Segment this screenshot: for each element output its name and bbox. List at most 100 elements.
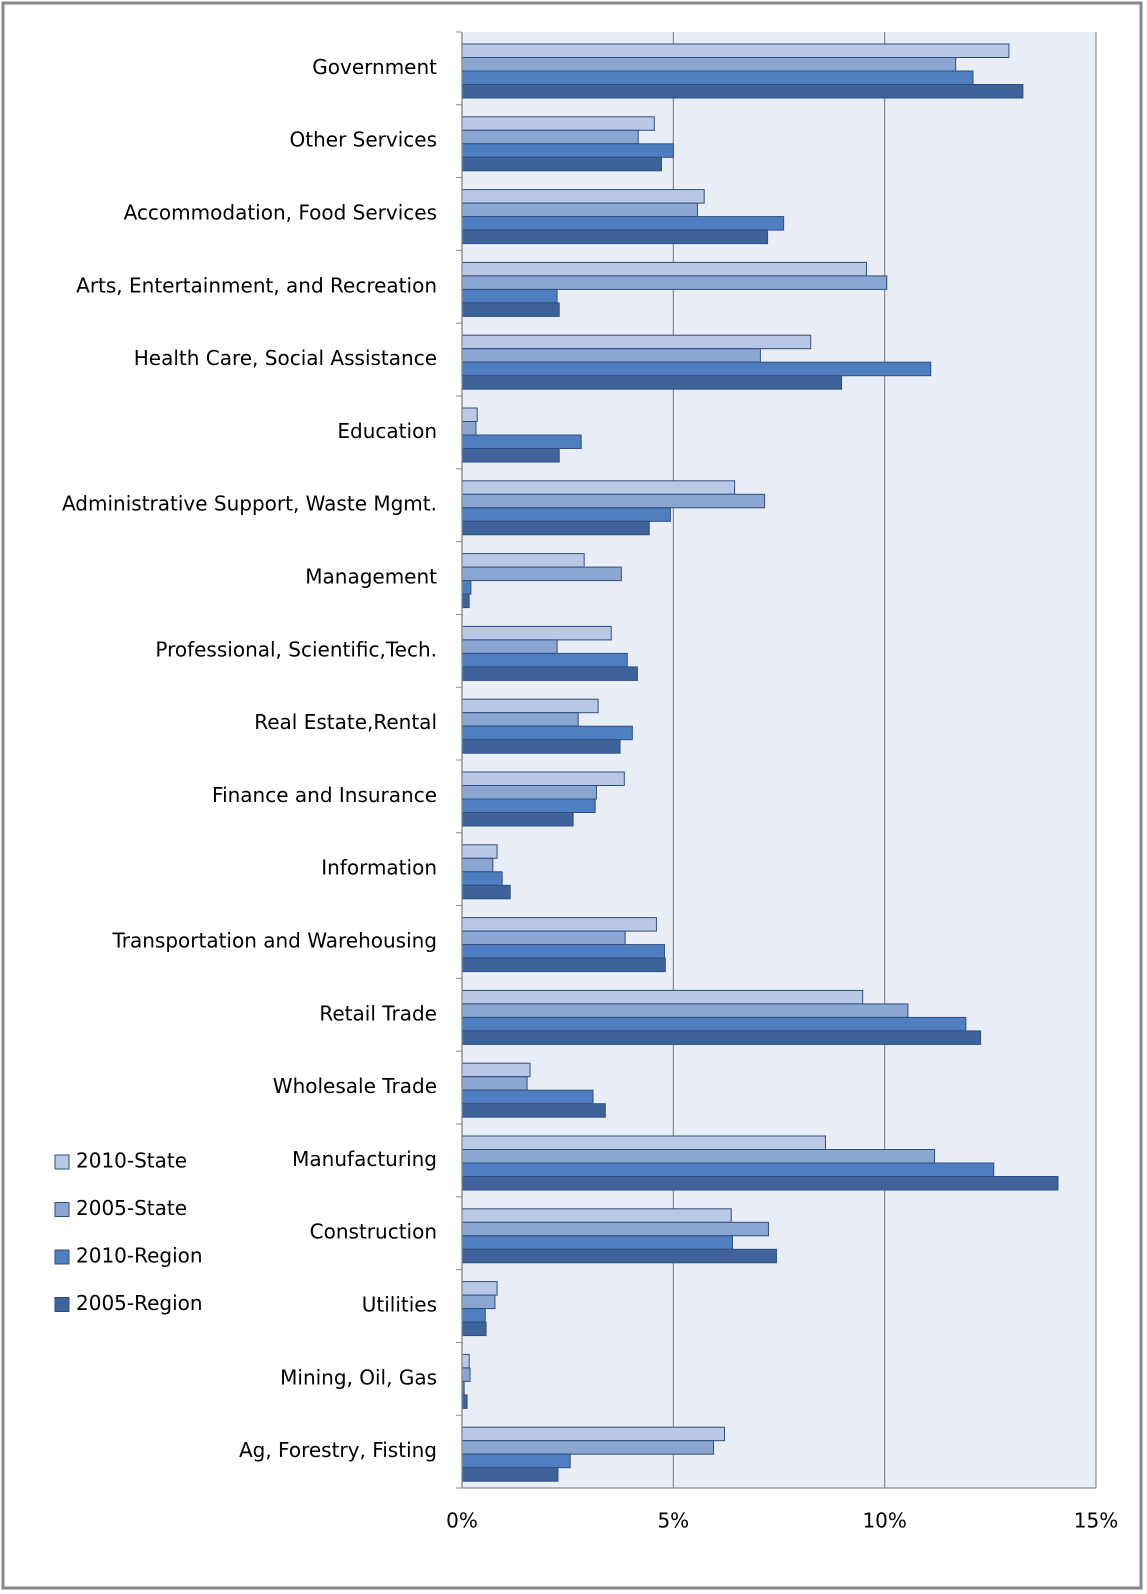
bar (461, 785, 597, 800)
bar (461, 1062, 531, 1078)
bar (461, 216, 785, 231)
bar (461, 1353, 470, 1369)
bar (461, 448, 560, 463)
bar (461, 957, 666, 973)
bar (461, 1308, 486, 1323)
y-tick-label: Mining, Oil, Gas (280, 1365, 437, 1389)
y-tick-label: Government (312, 55, 437, 79)
bar (461, 930, 626, 946)
y-tick-label: Construction (310, 1220, 437, 1244)
y-tick-label: Utilities (362, 1293, 437, 1317)
x-tick-label: 5% (657, 1509, 689, 1533)
bar (461, 1030, 982, 1045)
bar (461, 1162, 995, 1177)
x-tick-label: 0% (446, 1509, 478, 1533)
bar (461, 57, 957, 72)
bar (461, 652, 628, 668)
y-tick-label: Accommodation, Food Services (124, 201, 437, 225)
bar (461, 1294, 496, 1310)
bar (461, 1248, 777, 1264)
bar (461, 1176, 1059, 1191)
bar (461, 1003, 909, 1018)
bar (461, 857, 494, 873)
bar (461, 407, 478, 422)
bar (461, 871, 503, 886)
bar (461, 275, 888, 290)
bar (461, 989, 864, 1005)
bar (461, 1321, 487, 1337)
bar (461, 1426, 725, 1442)
y-tick-label: Education (337, 419, 437, 443)
legend-label: 2005-State (76, 1196, 187, 1220)
bar (461, 302, 560, 317)
y-tick-label: Wholesale Trade (273, 1074, 437, 1098)
x-tick-label: 15% (1074, 1509, 1118, 1533)
legend-swatch (54, 1249, 70, 1265)
bar (461, 143, 674, 158)
bar (461, 844, 498, 859)
bar (461, 1208, 732, 1223)
bar (461, 712, 579, 727)
y-tick-label: Ag, Forestry, Fisting (239, 1438, 437, 1462)
y-tick-label: Retail Trade (319, 1001, 437, 1025)
y-tick-label: Manufacturing (292, 1147, 437, 1171)
bar (461, 156, 662, 172)
bar (461, 1235, 734, 1250)
x-tick-label: 10% (862, 1509, 906, 1533)
bar (461, 725, 633, 741)
bar (461, 739, 621, 754)
bar (461, 1367, 471, 1382)
bar (461, 288, 558, 304)
bar (461, 480, 736, 495)
bar (461, 375, 843, 390)
bar (461, 520, 650, 536)
bar (461, 1281, 498, 1296)
bar (461, 1103, 606, 1118)
bar (461, 625, 612, 641)
bar (461, 1149, 936, 1164)
legend-label: 2010-Region (76, 1244, 203, 1268)
bar (461, 348, 761, 363)
y-tick-label: Other Services (290, 128, 437, 152)
bar (461, 884, 511, 900)
bar (461, 1016, 967, 1032)
bar (461, 639, 558, 654)
bar (461, 421, 477, 436)
legend-swatch (54, 1154, 70, 1170)
bar (461, 493, 766, 509)
bar (461, 334, 812, 350)
y-tick-label: Professional, Scientific,Tech. (155, 637, 437, 661)
bar (461, 698, 599, 714)
bar (461, 944, 665, 959)
bar (461, 70, 974, 85)
y-tick-label: Information (321, 856, 437, 880)
bar (461, 1076, 528, 1091)
legend-label: 2010-State (76, 1149, 187, 1173)
bar (461, 1453, 571, 1469)
y-tick-label: Arts, Entertainment, and Recreation (76, 273, 437, 297)
legend-label: 2005-Region (76, 1291, 203, 1315)
y-tick-label: Finance and Insurance (212, 783, 437, 807)
bar (461, 202, 698, 218)
bar (461, 116, 655, 131)
bar (461, 771, 625, 786)
bar (461, 1440, 714, 1455)
y-tick-label: Real Estate,Rental (254, 710, 437, 734)
y-tick-label: Management (305, 565, 437, 589)
y-tick-label: Administrative Support, Waste Mgmt. (62, 492, 437, 516)
bar (461, 917, 657, 932)
bar (461, 798, 596, 813)
bar (461, 84, 1024, 99)
y-tick-label: Health Care, Social Assistance (134, 346, 437, 370)
y-tick-label: Transportation and Warehousing (111, 929, 437, 953)
bar (461, 566, 622, 582)
bar (461, 580, 472, 595)
legend-swatch (54, 1297, 70, 1312)
bar (461, 812, 574, 827)
bar (461, 593, 470, 609)
plot-area (462, 32, 1096, 1488)
bar (461, 1089, 594, 1105)
bar (461, 1135, 826, 1150)
bar (461, 434, 582, 449)
